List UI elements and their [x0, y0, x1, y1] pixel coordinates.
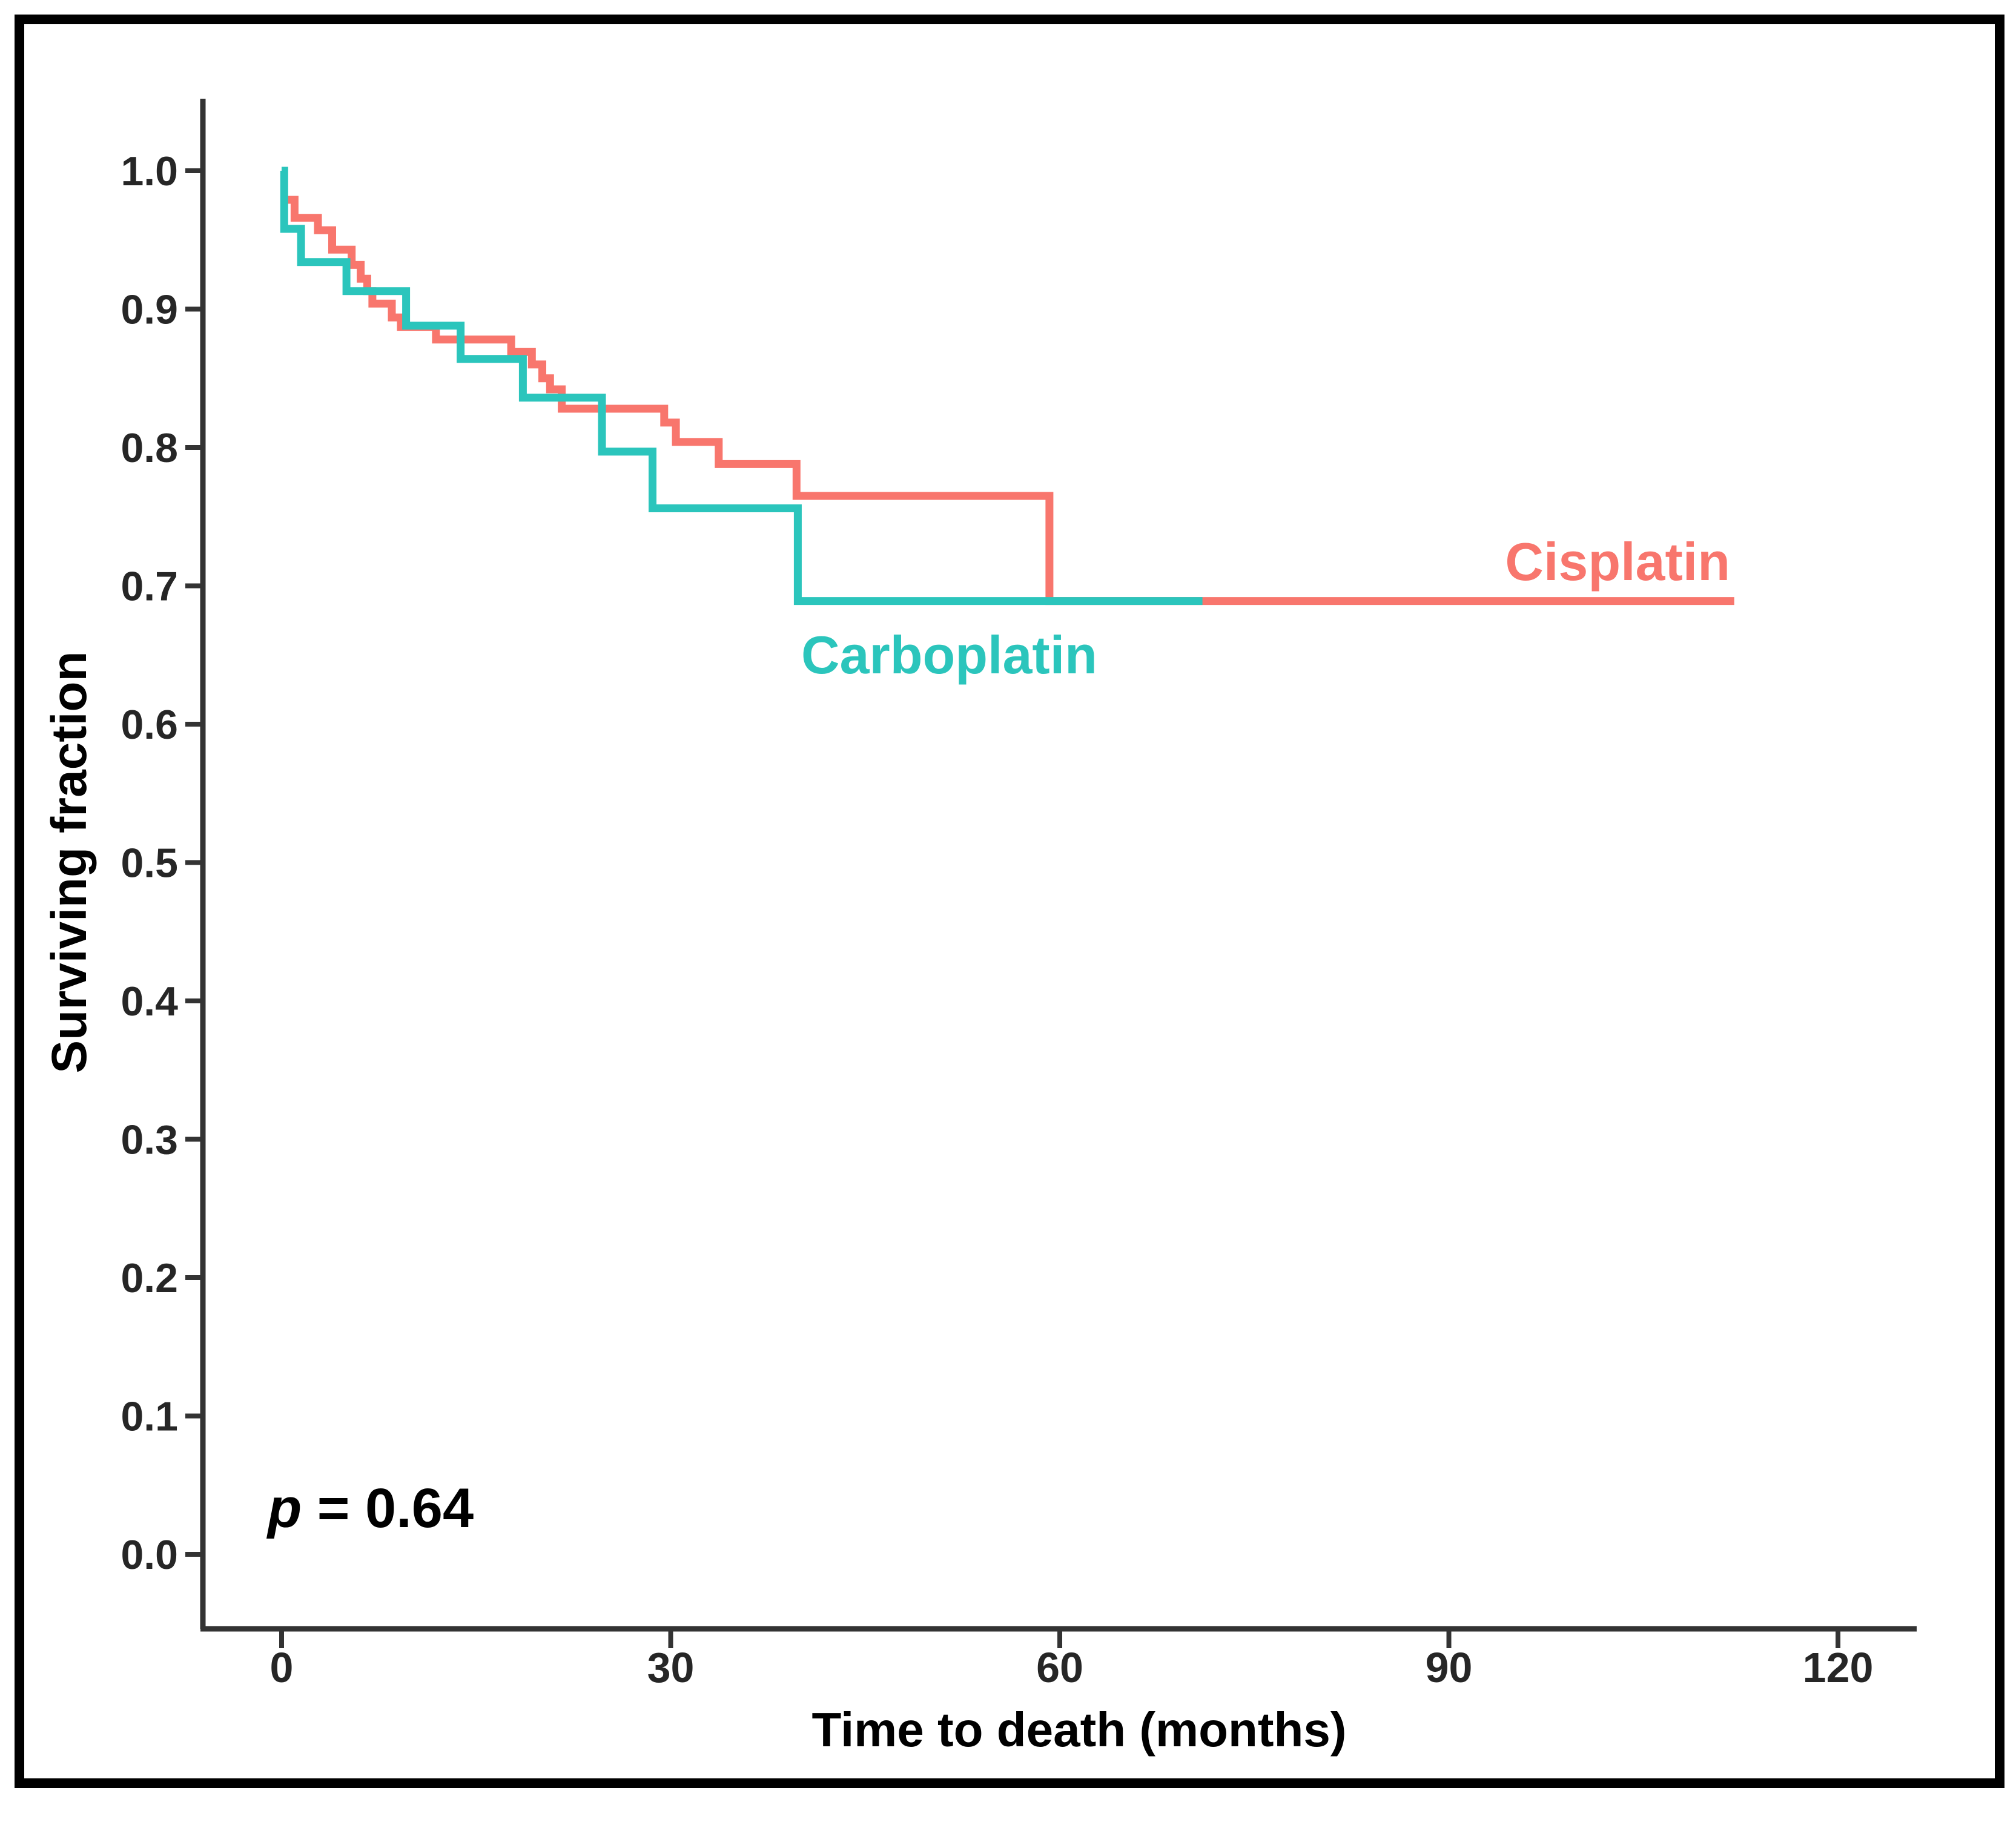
- x-tick-label: 120: [1803, 1644, 1874, 1691]
- carboplatin-series-label: Carboplatin: [801, 625, 1097, 685]
- y-tick-label: 0.4: [121, 979, 178, 1025]
- figure-border: [15, 15, 2004, 1788]
- x-tick-label: 90: [1426, 1644, 1473, 1691]
- y-tick-label: 0.8: [121, 425, 178, 471]
- y-tick-label: 0.2: [121, 1255, 178, 1301]
- y-tick-label: 0.9: [121, 287, 178, 333]
- p-value-annotation: p = 0.64: [266, 1477, 474, 1539]
- y-tick-label: 0.6: [121, 702, 178, 748]
- y-tick-label: 0.3: [121, 1117, 178, 1163]
- x-tick-label: 0: [270, 1644, 294, 1691]
- y-tick-label: 0.7: [121, 564, 178, 610]
- x-axis-ticks: 0 30 60 90 120: [270, 1629, 1874, 1691]
- p-symbol: p: [266, 1477, 302, 1539]
- y-tick-label: 1.0: [121, 148, 178, 194]
- y-tick-label: 0.1: [121, 1394, 178, 1440]
- x-axis-title: Time to death (months): [812, 1703, 1347, 1757]
- cisplatin-series-label: Cisplatin: [1505, 532, 1730, 592]
- survival-curves: [280, 167, 1734, 606]
- cisplatin-survival-curve: [285, 196, 1734, 606]
- x-tick-label: 60: [1036, 1644, 1083, 1691]
- x-tick-label: 30: [647, 1644, 695, 1691]
- carboplatin-survival-curve: [280, 167, 1203, 606]
- y-axis-ticks: 1.0 0.9 0.8 0.7 0.6 0.5 0.4 0.3 0.2 0.1 0.0: [121, 148, 203, 1578]
- p-value-text: = 0.64: [302, 1477, 474, 1539]
- y-tick-label: 0.5: [121, 840, 178, 886]
- y-axis-title: Surviving fraction: [42, 651, 97, 1073]
- y-tick-label: 0.0: [121, 1532, 178, 1578]
